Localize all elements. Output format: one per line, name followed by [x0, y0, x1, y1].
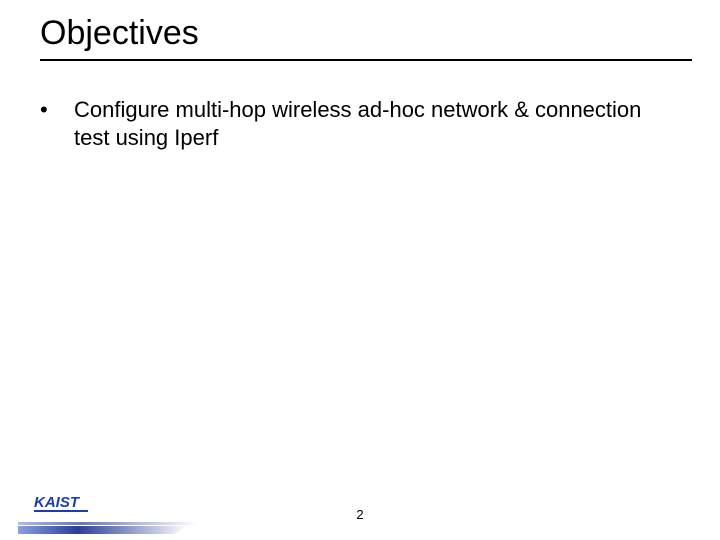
bullet-item: • Configure multi-hop wireless ad-hoc ne…	[38, 96, 680, 152]
footer-gradient-bar	[18, 522, 258, 534]
title-rule	[40, 59, 692, 61]
bullet-text: Configure multi-hop wireless ad-hoc netw…	[74, 96, 680, 152]
slide-title: Objectives	[40, 14, 680, 53]
body-area: • Configure multi-hop wireless ad-hoc ne…	[38, 96, 680, 152]
page-number: 2	[0, 507, 720, 522]
slide-container: Objectives • Configure multi-hop wireles…	[0, 0, 720, 540]
title-area: Objectives	[40, 14, 680, 61]
bullet-marker: •	[38, 96, 74, 124]
